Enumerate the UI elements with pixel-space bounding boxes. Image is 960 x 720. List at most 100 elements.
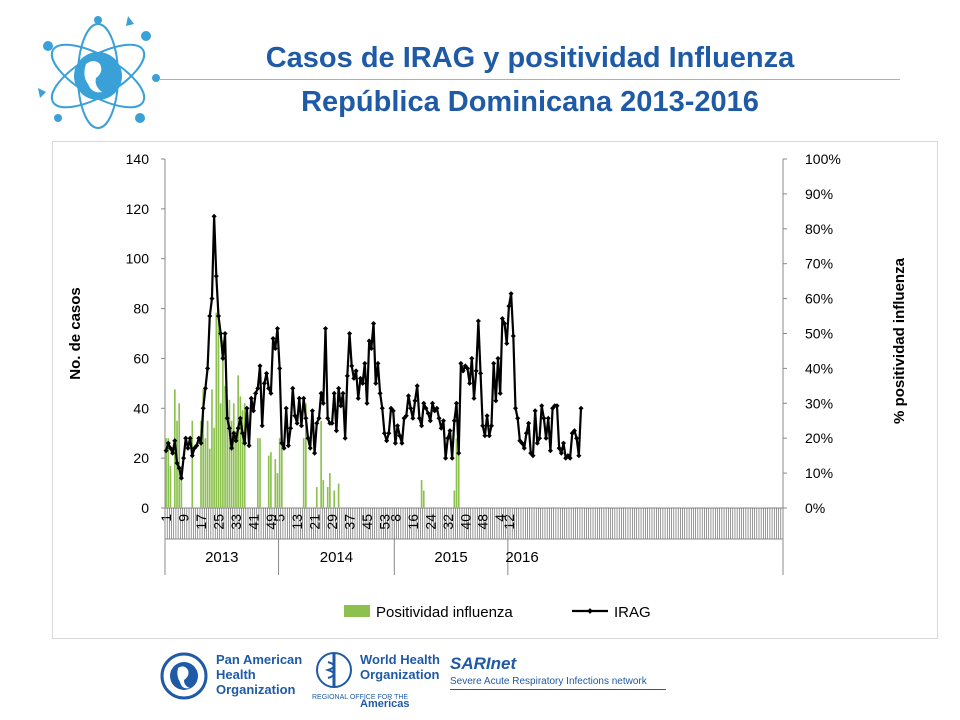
irag-point bbox=[187, 435, 193, 441]
legend-line-marker bbox=[587, 608, 593, 614]
bar-positividad bbox=[224, 385, 226, 508]
paho-emblem-icon bbox=[160, 652, 208, 700]
paho-globe-logo bbox=[38, 16, 160, 129]
irag-point bbox=[213, 273, 219, 279]
year-label: 2015 bbox=[434, 549, 467, 566]
y-right-tick-label: 40% bbox=[805, 360, 833, 376]
irag-point bbox=[464, 365, 470, 371]
irag-point bbox=[329, 420, 335, 426]
bar-positividad bbox=[211, 389, 213, 508]
bar-positividad bbox=[228, 399, 231, 508]
irag-point bbox=[305, 435, 311, 441]
irag-point bbox=[224, 415, 230, 421]
bar-positividad bbox=[320, 420, 322, 508]
bar-positividad bbox=[213, 427, 215, 508]
bar-positividad bbox=[165, 438, 167, 508]
irag-point bbox=[246, 443, 252, 449]
irag-point bbox=[196, 435, 202, 441]
irag-point bbox=[412, 398, 418, 404]
y-left-tick-label: 80 bbox=[133, 301, 149, 317]
irag-point bbox=[279, 440, 285, 446]
bar-positividad bbox=[206, 420, 209, 508]
irag-point bbox=[495, 355, 501, 361]
x-week-label: 37 bbox=[342, 514, 358, 530]
irag-point bbox=[567, 455, 573, 461]
x-week-label: 1 bbox=[158, 514, 174, 522]
x-week-label: 45 bbox=[359, 514, 375, 530]
irag-point bbox=[362, 360, 368, 366]
legend-line-label: IRAG bbox=[614, 604, 651, 621]
footer-logos: Pan American Health Organization World H… bbox=[160, 650, 670, 710]
irag-point bbox=[458, 360, 464, 366]
irag-point bbox=[176, 465, 182, 471]
irag-point bbox=[261, 380, 267, 386]
irag-point bbox=[534, 440, 540, 446]
legend-bar-label: Positividad influenza bbox=[376, 604, 513, 621]
x-week-label: 53 bbox=[376, 514, 392, 530]
x-week-label: 49 bbox=[263, 514, 279, 530]
irag-point bbox=[200, 405, 206, 411]
irag-point bbox=[403, 413, 409, 419]
bar-positividad bbox=[315, 487, 318, 508]
irag-point bbox=[488, 423, 495, 429]
bar-positividad bbox=[270, 452, 272, 508]
bar-positividad bbox=[217, 312, 220, 508]
year-label: 2013 bbox=[205, 549, 238, 566]
irag-point bbox=[233, 438, 239, 444]
irag-point bbox=[325, 415, 331, 421]
irag-point bbox=[515, 415, 521, 421]
bar-positividad bbox=[322, 480, 325, 508]
x-week-label: 33 bbox=[228, 514, 244, 530]
bar-positividad bbox=[455, 438, 458, 508]
irag-point bbox=[250, 408, 256, 414]
legend-bar-swatch bbox=[344, 605, 370, 617]
y-right-axis-title: % positividad influenza bbox=[891, 257, 908, 424]
irag-point bbox=[231, 430, 237, 436]
irag-point bbox=[211, 213, 217, 219]
bar-positividad bbox=[457, 438, 460, 508]
y-left-tick-label: 120 bbox=[126, 201, 150, 217]
bar-positividad bbox=[178, 403, 181, 508]
irag-point bbox=[381, 430, 388, 436]
y-right-tick-label: 0% bbox=[805, 500, 825, 516]
x-week-label: 41 bbox=[245, 514, 261, 530]
irag-point bbox=[215, 313, 222, 319]
x-week-label: 32 bbox=[440, 514, 456, 530]
irag-point bbox=[421, 400, 427, 406]
irag-point bbox=[274, 325, 281, 332]
irag-point bbox=[526, 420, 532, 426]
irag-point bbox=[331, 390, 337, 396]
irag-point bbox=[447, 428, 453, 434]
irag-point bbox=[338, 403, 344, 409]
irag-point bbox=[202, 385, 208, 391]
bar-positividad bbox=[329, 473, 331, 508]
irag-point bbox=[312, 450, 318, 456]
irag-point bbox=[554, 403, 560, 409]
bar-positividad bbox=[337, 483, 340, 508]
irag-point bbox=[316, 415, 322, 421]
irag-point bbox=[259, 423, 265, 429]
title-divider bbox=[160, 79, 900, 80]
irag-point bbox=[480, 423, 486, 429]
irag-point bbox=[423, 405, 429, 411]
paho-name: Pan American Health Organization bbox=[216, 652, 303, 697]
y-right-tick-label: 100% bbox=[805, 151, 841, 167]
irag-point bbox=[491, 360, 497, 366]
irag-point bbox=[163, 448, 169, 454]
irag-point bbox=[427, 418, 433, 424]
bar-positividad bbox=[230, 420, 233, 508]
irag-point bbox=[504, 340, 510, 347]
irag-point bbox=[172, 438, 178, 444]
irag-point bbox=[181, 455, 187, 461]
irag-point bbox=[178, 475, 184, 481]
irag-point bbox=[408, 405, 414, 411]
irag-point bbox=[390, 408, 396, 414]
irag-point bbox=[342, 435, 348, 441]
irag-point bbox=[263, 370, 270, 376]
irag-point bbox=[294, 420, 300, 426]
irag-point bbox=[425, 410, 431, 416]
bar-positividad bbox=[200, 420, 202, 508]
bar-positividad bbox=[256, 438, 259, 508]
irag-point bbox=[414, 383, 420, 389]
irag-point bbox=[314, 420, 320, 426]
